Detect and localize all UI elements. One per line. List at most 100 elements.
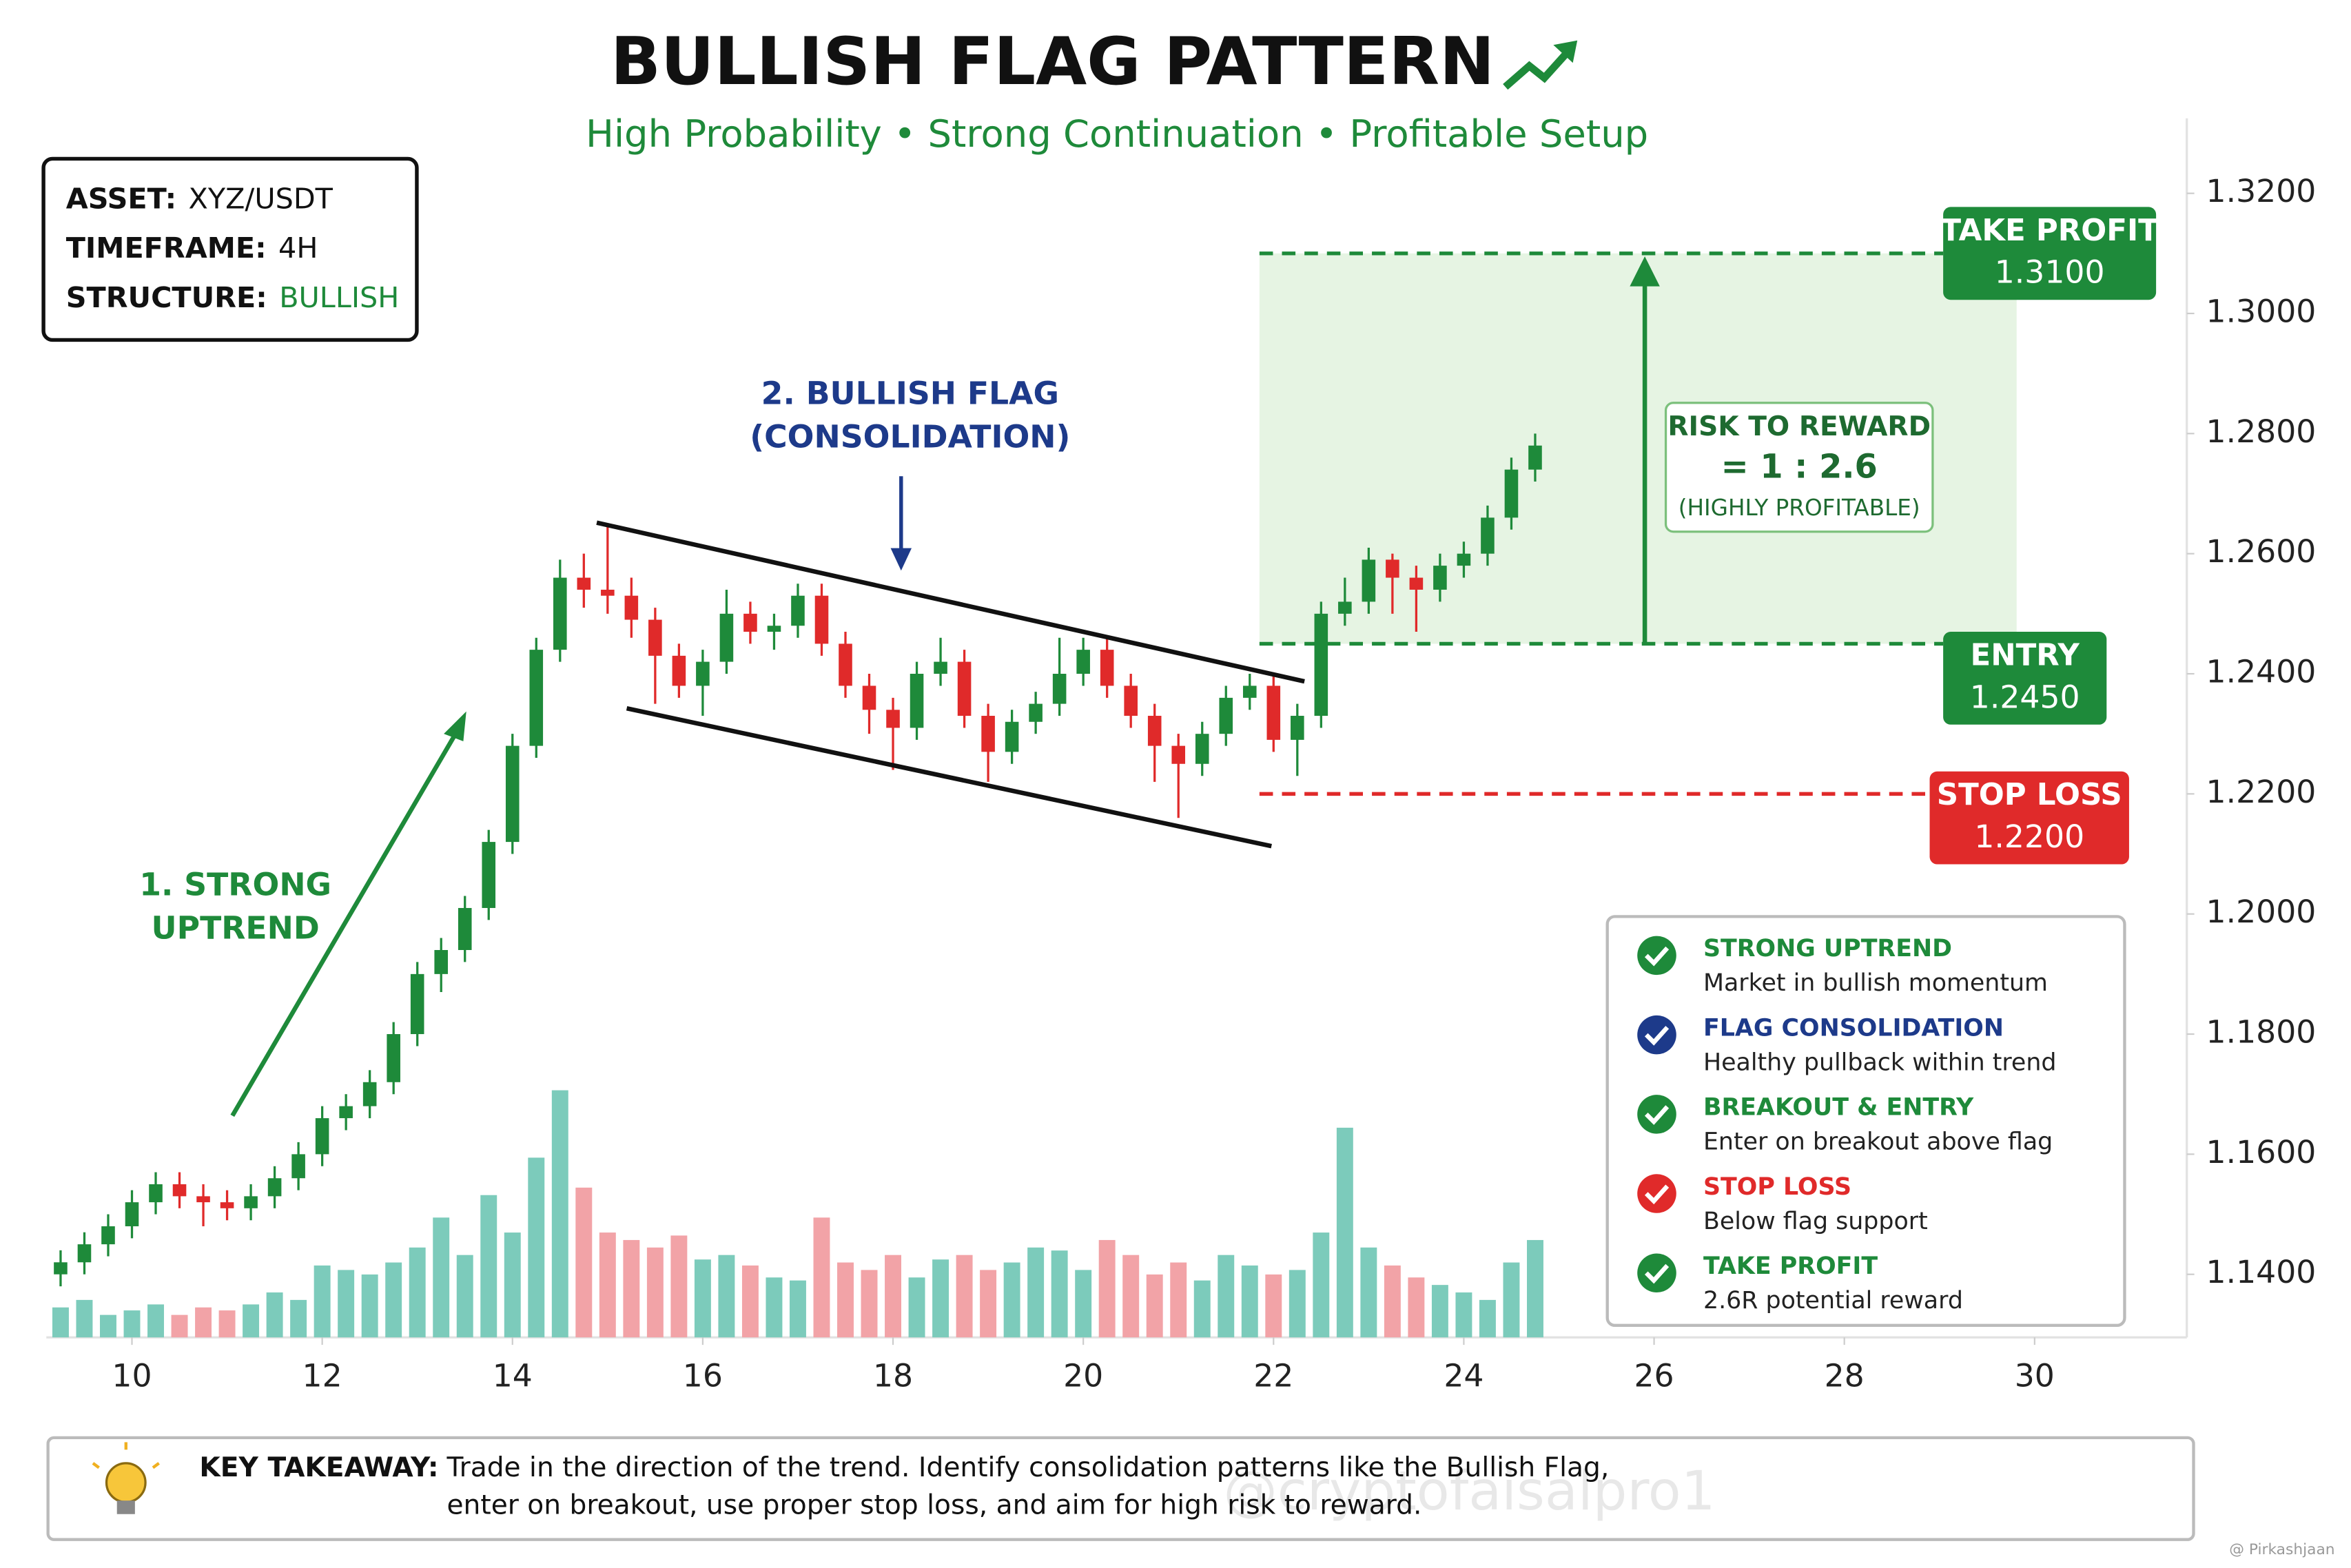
- volume-bar: [1360, 1247, 1377, 1338]
- volume-bar: [338, 1270, 355, 1338]
- volume-bar: [980, 1270, 997, 1338]
- volume-bar: [100, 1314, 116, 1338]
- candle-body: [553, 577, 567, 650]
- x-tick-label: 24: [1444, 1357, 1484, 1394]
- candle-body: [172, 1184, 187, 1197]
- candle-body: [505, 745, 520, 843]
- x-tick-label: 26: [1634, 1357, 1674, 1394]
- candle-body: [482, 842, 496, 908]
- volume-bar: [504, 1232, 521, 1338]
- candle-body: [1504, 469, 1519, 518]
- candle-body: [149, 1184, 163, 1203]
- check-icon: [1637, 1253, 1676, 1293]
- info-label: STRUCTURE:: [66, 281, 267, 314]
- candle-body: [1124, 685, 1138, 716]
- info-row: TIMEFRAME: 4H: [66, 231, 318, 265]
- check-mark: [1644, 1105, 1670, 1125]
- volume-bar: [52, 1307, 69, 1338]
- check-text: Below flag support: [1703, 1208, 1928, 1235]
- candle-body: [410, 973, 424, 1035]
- subtitle: High Probability • Strong Continuation •…: [586, 112, 1648, 156]
- info-value: BULLISH: [279, 281, 399, 314]
- level-name: TAKE PROFIT: [1940, 214, 2159, 248]
- y-tick-label: 1.3200: [2206, 173, 2317, 209]
- volume-bar: [1193, 1280, 1211, 1338]
- candle-body: [125, 1202, 139, 1226]
- volume-bar: [1384, 1265, 1401, 1338]
- candle-body: [601, 589, 615, 596]
- info-value: XYZ/USDT: [189, 182, 333, 215]
- volume-bar: [551, 1090, 568, 1338]
- volume-bar: [1313, 1232, 1330, 1338]
- volume-bar: [1527, 1239, 1543, 1338]
- candle-body: [1457, 553, 1471, 566]
- flag-line: [596, 520, 1305, 684]
- candle-body: [1147, 716, 1162, 746]
- check-title: STOP LOSS: [1703, 1173, 1851, 1201]
- volume-bar: [171, 1314, 188, 1338]
- volume-bar: [956, 1255, 973, 1338]
- takeaway-text: enter on breakout, use proper stop loss,…: [446, 1489, 1421, 1520]
- volume-bar: [456, 1255, 473, 1338]
- uptrend-label: UPTREND: [152, 909, 320, 946]
- candle-body: [696, 661, 710, 686]
- check-icon: [1637, 936, 1676, 976]
- rr-label: (HIGHLY PROFITABLE): [1678, 495, 1920, 521]
- volume-bar: [1218, 1255, 1235, 1338]
- check-mark: [1644, 1026, 1670, 1046]
- x-tick-label: 20: [1063, 1357, 1103, 1394]
- y-tick-label: 1.2600: [2206, 533, 2317, 570]
- candle-body: [791, 595, 805, 626]
- candle-body: [1100, 650, 1114, 686]
- volume-bar: [218, 1310, 236, 1338]
- candle-body: [220, 1202, 234, 1208]
- volume-bar: [147, 1304, 164, 1338]
- volume-bar: [1146, 1274, 1163, 1338]
- candle-body: [743, 613, 757, 632]
- volume-bar: [1003, 1262, 1020, 1338]
- volume-bar: [361, 1274, 378, 1338]
- candle-body: [54, 1262, 68, 1275]
- candle-body: [767, 626, 781, 632]
- candle-body: [1433, 566, 1447, 590]
- candle-body: [291, 1154, 305, 1179]
- check-title: BREAKOUT & ENTRY: [1703, 1094, 1974, 1122]
- volume-bar: [1289, 1270, 1306, 1338]
- candle-body: [339, 1106, 353, 1119]
- candle-body: [862, 685, 876, 710]
- rr-label: = 1 : 2.6: [1721, 448, 1878, 486]
- level-box: [1943, 207, 2157, 300]
- volume-bar: [861, 1270, 878, 1338]
- uptrend-label: 1. STRONG: [139, 866, 331, 902]
- y-tick-label: 1.1400: [2206, 1254, 2317, 1290]
- candle-body: [1386, 559, 1399, 578]
- candle-body: [719, 613, 734, 662]
- candle-body: [529, 650, 544, 746]
- candle-body: [981, 716, 995, 752]
- candle-body: [101, 1226, 115, 1245]
- candle-body: [577, 577, 591, 590]
- info-row: ASSET: XYZ/USDT: [66, 182, 333, 215]
- candle-body: [1219, 697, 1233, 734]
- y-tick-label: 1.2200: [2206, 774, 2317, 810]
- volume-bar: [480, 1195, 497, 1338]
- level-label: 1.2450: [1970, 679, 2080, 715]
- candle-body: [315, 1118, 329, 1155]
- candle-body: [458, 907, 472, 950]
- y-tick-label: 1.2400: [2206, 654, 2317, 690]
- volume-bar: [266, 1292, 283, 1338]
- volume-bar: [1503, 1262, 1520, 1338]
- flag-label: (CONSOLIDATION): [750, 418, 1070, 455]
- check-icon: [1637, 1015, 1676, 1055]
- candle-body: [77, 1244, 92, 1263]
- volume-bar: [789, 1280, 806, 1338]
- flag-label: 2. BULLISH FLAG: [761, 375, 1059, 411]
- takeaway-label: KEY TAKEAWAY:: [199, 1452, 438, 1483]
- level-label: 1.2200: [1974, 818, 2084, 855]
- volume-bar: [1098, 1239, 1116, 1338]
- volume-bar: [1265, 1274, 1282, 1338]
- bulb-icon: [92, 1442, 160, 1514]
- candle-body: [1052, 674, 1067, 704]
- candle-body: [839, 643, 852, 686]
